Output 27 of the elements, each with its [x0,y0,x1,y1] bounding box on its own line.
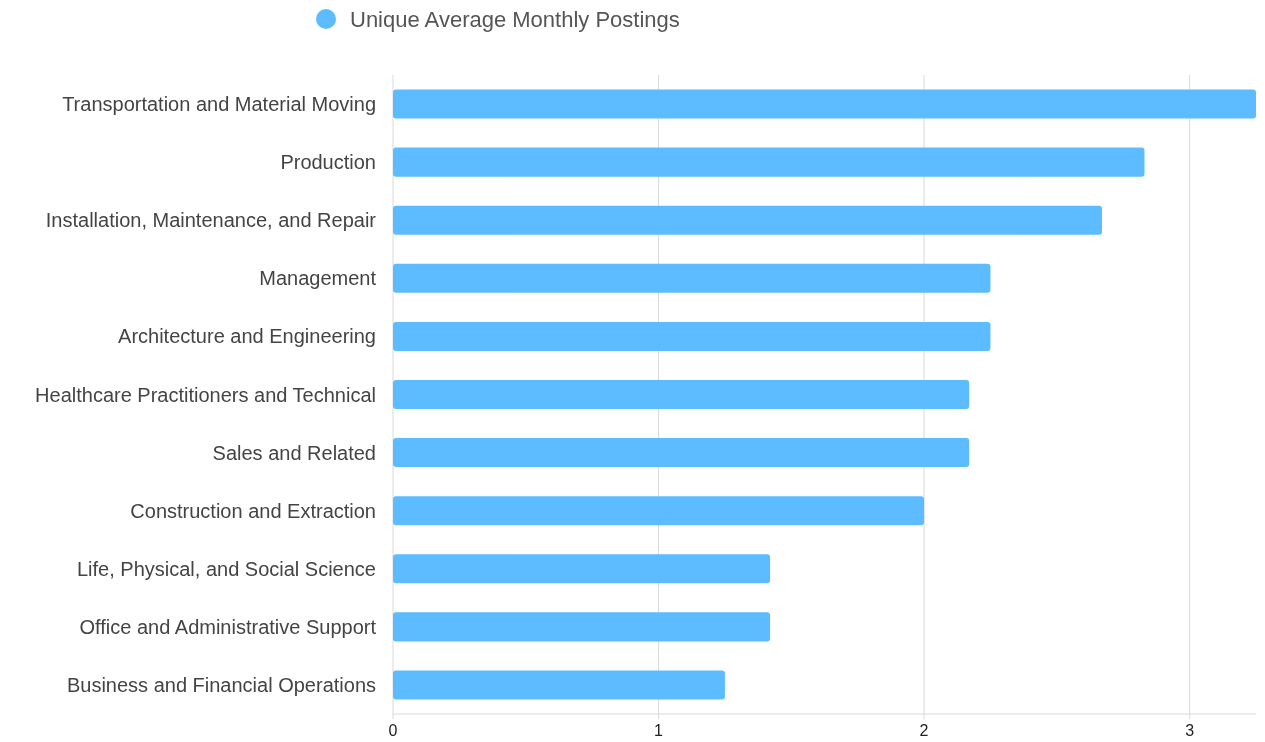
y-tick-label: Management [259,267,377,290]
bar [393,263,991,293]
y-tick-label: Architecture and Engineering [118,325,376,348]
bar [393,496,925,526]
y-tick-label: Construction and Extraction [130,499,376,522]
x-tick-label: 3 [1185,722,1195,739]
x-tick-label: 1 [654,722,664,739]
y-tick-label: Life, Physical, and Social Science [76,557,376,580]
y-tick-label: Installation, Maintenance, and Repair [45,209,377,232]
y-tick-label: Office and Administrative Support [79,615,377,638]
x-tick-label: 0 [388,722,398,739]
y-tick-label: Transportation and Material Moving [62,93,376,116]
bar [393,205,1102,235]
bar [393,438,970,468]
y-tick-label: Healthcare Practitioners and Technical [35,383,376,406]
y-tick-label: Business and Financial Operations [66,673,376,696]
x-tick-label: 2 [919,722,929,739]
bar [393,612,771,642]
y-tick-label: Production [280,151,376,174]
bar [393,89,1256,119]
y-tick-label: Sales and Related [212,441,376,464]
bar [393,379,970,410]
bar [393,554,771,584]
bar [393,147,1145,177]
legend-label: Unique Average Monthly Postings [350,6,680,32]
bar [393,321,991,351]
bar [393,670,725,700]
